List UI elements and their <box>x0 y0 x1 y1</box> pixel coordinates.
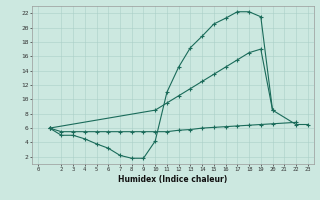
X-axis label: Humidex (Indice chaleur): Humidex (Indice chaleur) <box>118 175 228 184</box>
